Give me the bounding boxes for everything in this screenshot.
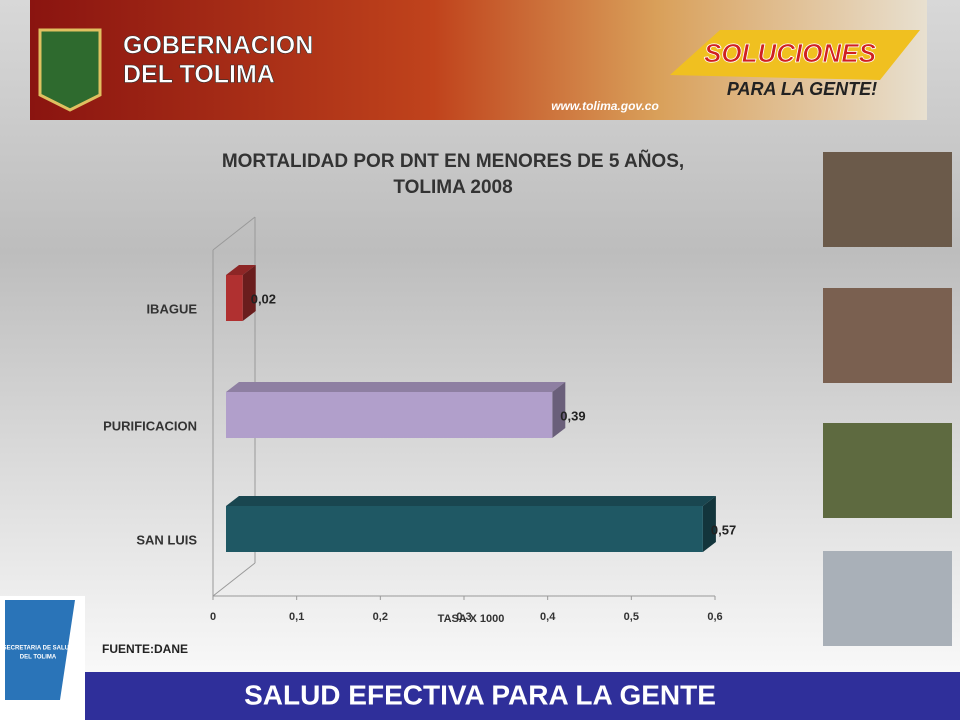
x-tick-label: 0,6 xyxy=(707,611,722,623)
footer-text: SALUD EFECTIVA PARA LA GENTE xyxy=(244,679,716,710)
bar-face xyxy=(226,265,256,275)
data-label: 0,02 xyxy=(251,291,276,306)
header-title: DEL TOLIMA xyxy=(123,61,275,89)
x-tick-label: 0,5 xyxy=(624,611,639,623)
url: www.tolima.gov.co xyxy=(551,99,659,113)
axis-line xyxy=(212,562,256,597)
y-tick-label: PURIFICACION xyxy=(103,418,197,433)
data-label: 0,39 xyxy=(560,408,585,423)
x-axis-label: TASA X 1000 xyxy=(438,613,505,625)
chart-title: MORTALIDAD POR DNT EN MENORES DE 5 AÑOS, xyxy=(222,150,684,172)
axis-line xyxy=(212,216,256,251)
photo xyxy=(823,288,952,383)
bar-face xyxy=(242,265,256,321)
footer-bar xyxy=(85,672,960,720)
x-tick-label: 0,3 xyxy=(456,611,471,623)
bar xyxy=(226,496,716,552)
coat-of-arms xyxy=(38,28,102,112)
chart-subtitle: TOLIMA 2008 xyxy=(393,177,512,198)
data-label: 0,57 xyxy=(711,522,736,537)
slogan: PARA LA GENTE! xyxy=(727,79,877,99)
photos xyxy=(823,152,952,646)
x-tick-label: 0,2 xyxy=(373,611,388,623)
bar-face xyxy=(226,382,566,392)
logo-shape xyxy=(5,600,75,700)
x-tick-label: 0,4 xyxy=(540,611,556,623)
slogan-badge xyxy=(670,30,920,80)
bar-face xyxy=(702,496,716,552)
bar xyxy=(226,382,566,438)
photo xyxy=(823,152,952,247)
source: FUENTE:DANE xyxy=(102,642,188,656)
logo-text: SECRETARIA DE SALUD xyxy=(3,646,74,652)
slogan: SOLUCIONES xyxy=(704,38,877,68)
bar xyxy=(226,265,256,321)
bar-face xyxy=(226,506,703,552)
photo xyxy=(823,551,952,646)
header-title: GOBERNACION xyxy=(123,32,313,60)
logo-text: DEL TOLIMA xyxy=(20,655,57,661)
bar-face xyxy=(552,382,566,438)
bar-face xyxy=(226,275,243,321)
x-tick-label: 0 xyxy=(210,611,216,623)
bar-face xyxy=(226,392,553,438)
y-tick-label: SAN LUIS xyxy=(136,532,197,547)
x-tick-label: 0,1 xyxy=(289,611,304,623)
bar-face xyxy=(226,496,716,506)
photo xyxy=(823,423,952,518)
y-tick-label: IBAGUE xyxy=(146,301,197,316)
